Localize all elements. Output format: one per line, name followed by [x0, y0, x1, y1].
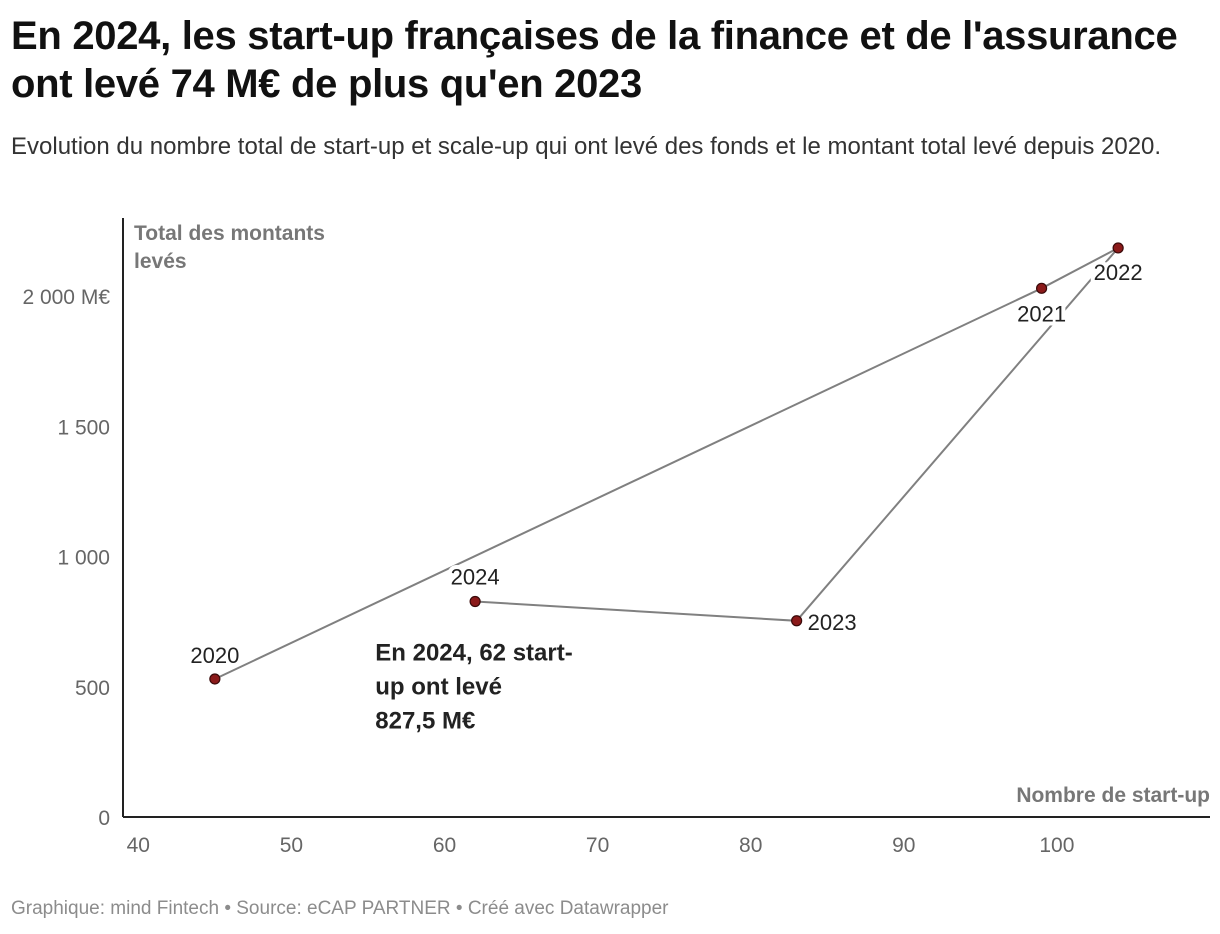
x-tick-label-100: 100: [1039, 834, 1074, 857]
data-point-2020: [209, 673, 221, 685]
y-tick-label-1-500: 1 500: [57, 416, 110, 439]
point-label-2024: 2024: [451, 564, 500, 589]
annotations: En 2024, 62 start-up ont levé 827,5 M€: [375, 639, 572, 734]
y-tick-label-500: 500: [75, 677, 110, 700]
chart-subtitle: Evolution du nombre total de start-up et…: [11, 133, 1162, 160]
point-label-halo-2020: 2020: [190, 643, 239, 668]
data-point-2021: [1035, 282, 1048, 294]
data-point-2024: [469, 595, 481, 608]
chart-axes: 0 500 1 000 1 500 2 000 M€ 40 50 60 70 80 90 100 Tot…: [22, 218, 1210, 857]
data-point-2022: [1112, 242, 1124, 254]
x-tick-label-80: 80: [739, 834, 762, 857]
data-point-2023: [791, 615, 803, 627]
x-tick-label-50: 50: [280, 834, 303, 857]
annotation-0-line-2: up ont levé: [375, 673, 502, 700]
y-axis-title-line-1: Total des montants: [134, 222, 325, 245]
point-label-2023: 2023: [808, 610, 857, 635]
point-label-2021: 2021: [1017, 301, 1066, 326]
x-axis-title: Nombre de start-up: [1016, 784, 1210, 807]
y-tick-label-1-000: 1 000: [57, 547, 110, 570]
annotation-0-line-3: 827,5 M€: [375, 707, 475, 734]
x-tick-label-70: 70: [586, 834, 609, 857]
point-label-halo-2024: 2024: [451, 564, 500, 589]
y-tick-label-2-000-M€: 2 000 M€: [22, 286, 110, 309]
x-tick-label-60: 60: [433, 834, 456, 857]
chart-footer: Graphique: mind Fintech • Source: eCAP P…: [11, 898, 669, 919]
chart-title: En 2024, les start-up françaises de la f…: [11, 14, 1178, 106]
series-connector-line: [214, 247, 1119, 680]
x-tick-label-40: 40: [127, 834, 150, 857]
point-label-2020: 2020: [190, 643, 239, 668]
y-tick-label-0: 0: [98, 807, 110, 830]
point-label-halo-2021: 2021: [1017, 301, 1066, 326]
point-label-2022: 2022: [1094, 260, 1143, 285]
y-axis-title-line-2: levés: [134, 250, 187, 273]
data-points: [209, 242, 1124, 685]
annotation-0-line-1: En 2024, 62 start-: [375, 639, 572, 666]
connector-lines: [214, 247, 1119, 680]
point-label-halo-2022: 2022: [1094, 260, 1143, 285]
point-label-halo-2023: 2023: [808, 610, 857, 635]
x-tick-label-90: 90: [892, 834, 915, 857]
